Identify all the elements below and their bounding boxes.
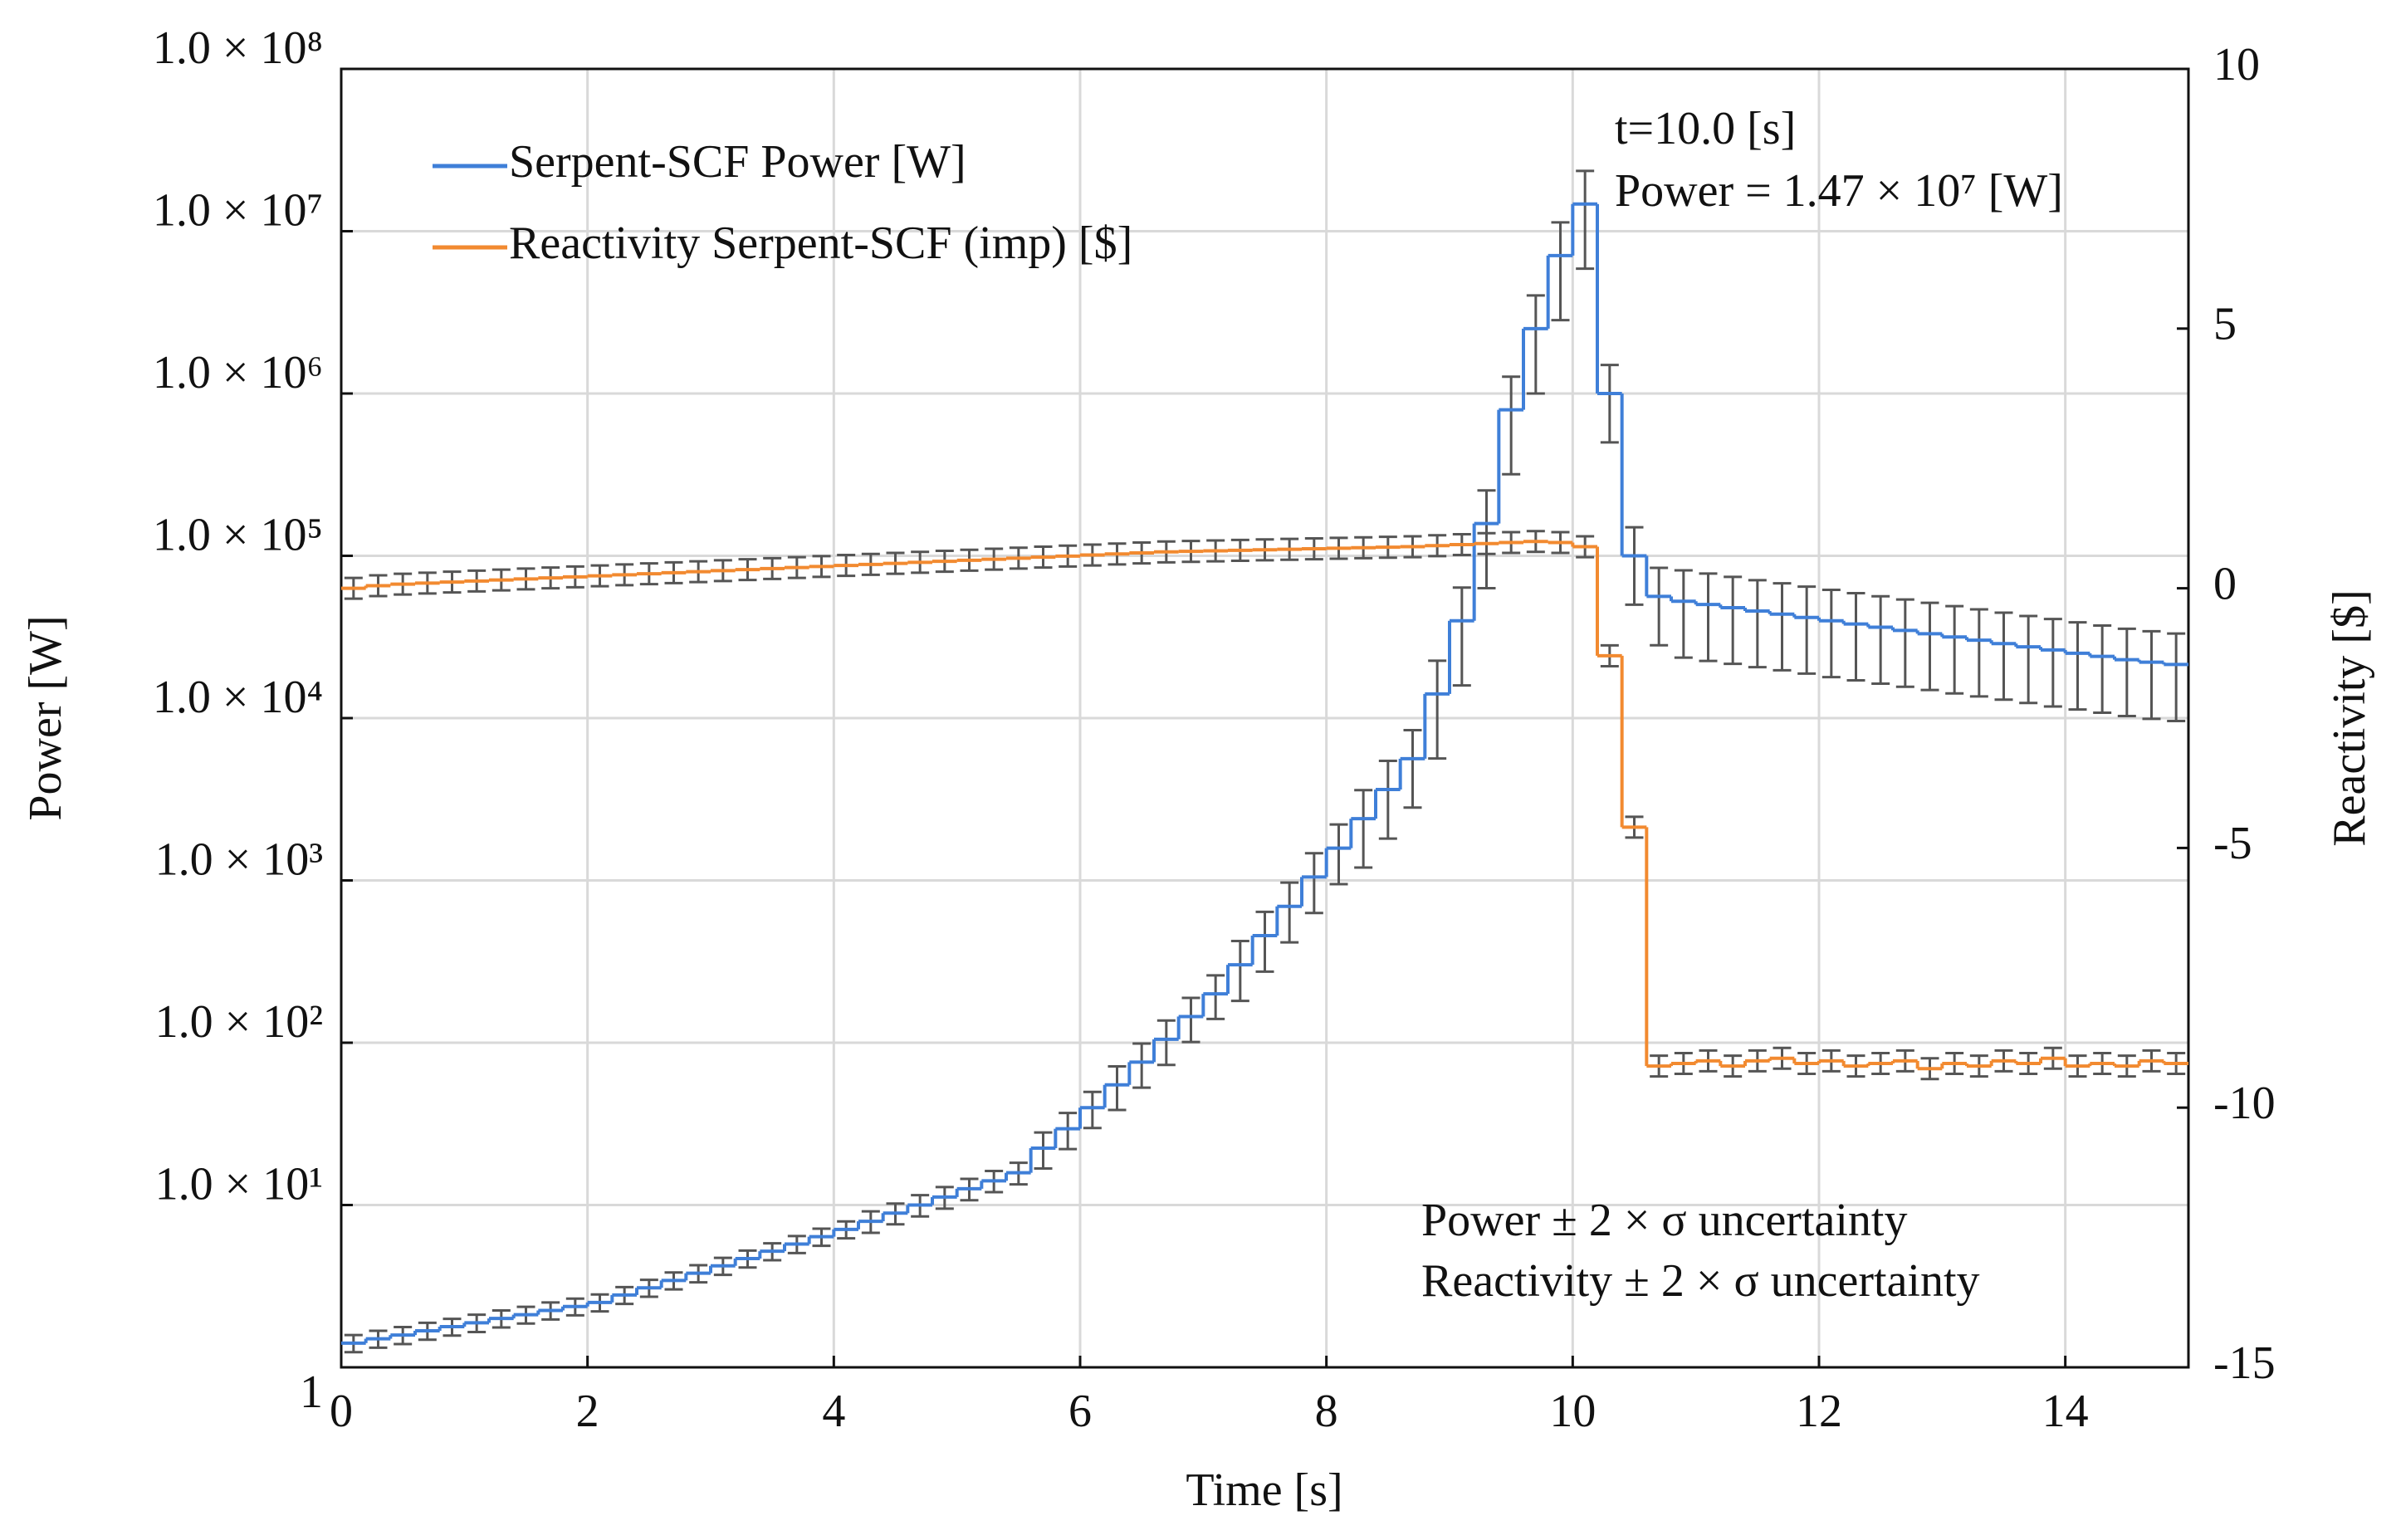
error-bar <box>2167 632 2186 722</box>
error-bar <box>1526 294 1545 395</box>
error-bar <box>1280 881 1299 944</box>
error-bar <box>2019 614 2038 705</box>
legend-label: Serpent-SCF Power [W] <box>509 136 966 188</box>
x-tick-label: 14 <box>2042 1386 2089 1437</box>
annotation: t=10.0 [s] <box>1615 103 1796 154</box>
error-bar <box>1354 789 1373 869</box>
error-bar <box>1674 569 1693 659</box>
error-bar <box>1034 1131 1053 1170</box>
y-tick-label: 1.0 × 10⁴ <box>153 672 323 723</box>
error-bar <box>1230 940 1249 1003</box>
x-axis-label: Time [s] <box>1186 1464 1342 1516</box>
error-bar <box>1895 598 1914 688</box>
error-bar <box>1724 575 1743 666</box>
error-bar <box>1452 586 1471 687</box>
error-bar <box>2117 627 2136 717</box>
error-bar <box>1181 996 1200 1044</box>
x-tick-label: 6 <box>1068 1386 1092 1437</box>
y-tick-label: 1.0 × 10³ <box>155 834 323 885</box>
x-tick-label: 4 <box>822 1386 845 1437</box>
error-bar <box>2068 621 2087 711</box>
y-tick-label: 1.0 × 10¹ <box>155 1158 323 1210</box>
error-bar <box>1773 582 1792 672</box>
error-bar <box>1920 601 1939 692</box>
y2-tick-label: -10 <box>2213 1078 2276 1129</box>
y2-tick-label: 0 <box>2213 558 2237 609</box>
x-tick-label: 10 <box>1549 1386 1596 1437</box>
error-bar <box>1156 1019 1176 1067</box>
error-bar <box>1108 1064 1127 1112</box>
error-bar <box>2093 623 2112 714</box>
error-bar <box>2142 629 2161 721</box>
error-bar <box>1846 591 1865 682</box>
annotation: Reactivity ± 2 × σ uncertainty <box>1421 1255 1980 1307</box>
y2-tick-label: -5 <box>2213 818 2252 869</box>
error-bar <box>2043 618 2062 708</box>
error-bar <box>1797 585 1817 675</box>
plot-frame <box>340 67 2190 1369</box>
y2-tick-label: -15 <box>2213 1337 2276 1389</box>
error-bar <box>1650 566 1669 647</box>
error-bar <box>1821 588 1841 679</box>
y2-axis-label: Reactivity [$] <box>2324 589 2375 846</box>
error-bar <box>1255 910 1274 973</box>
error-bar <box>1871 594 1890 686</box>
error-bar <box>1502 375 1521 476</box>
y-tick-label: 1.0 × 10⁸ <box>153 22 323 74</box>
error-bar <box>1428 659 1447 760</box>
error-bar <box>1132 1042 1152 1089</box>
error-bar <box>1699 572 1718 662</box>
annotation: Power = 1.47 × 10⁷ [W] <box>1615 165 2063 217</box>
error-bar <box>1083 1090 1102 1130</box>
y-tick-label: 1.0 × 10⁵ <box>153 509 323 560</box>
y-tick-label: 1.0 × 10⁶ <box>153 347 323 398</box>
error-bar <box>1600 364 1619 444</box>
error-bar <box>1945 604 1964 695</box>
y-tick-label: 1.0 × 10² <box>155 996 323 1048</box>
error-bar <box>1329 823 1348 886</box>
error-bar <box>1206 974 1225 1020</box>
annotation: Power ± 2 × σ uncertainty <box>1421 1195 1907 1246</box>
y-tick-label: 1.0 × 10⁷ <box>153 184 323 236</box>
error-bar <box>1748 579 1767 669</box>
x-tick-label: 2 <box>576 1386 599 1437</box>
error-bar <box>1969 608 1988 698</box>
y2-tick-label: 10 <box>2213 39 2260 90</box>
x-tick-label: 12 <box>1796 1386 1842 1437</box>
legend-label: Reactivity Serpent-SCF (imp) [$] <box>509 218 1132 269</box>
error-bar <box>1304 852 1323 915</box>
error-bar <box>1994 611 2013 702</box>
x-tick-label: 8 <box>1315 1386 1338 1437</box>
error-bar <box>1551 221 1570 322</box>
y-axis-label: Power [W] <box>20 615 71 820</box>
error-bar <box>1059 1112 1078 1151</box>
error-bar <box>1403 729 1422 809</box>
error-bar <box>1625 526 1644 606</box>
error-bar <box>1378 760 1397 840</box>
y-tick-label: 1 <box>300 1366 323 1418</box>
x-tick-label: 0 <box>330 1386 353 1437</box>
error-bar <box>1576 169 1595 271</box>
y2-tick-label: 5 <box>2213 299 2237 350</box>
